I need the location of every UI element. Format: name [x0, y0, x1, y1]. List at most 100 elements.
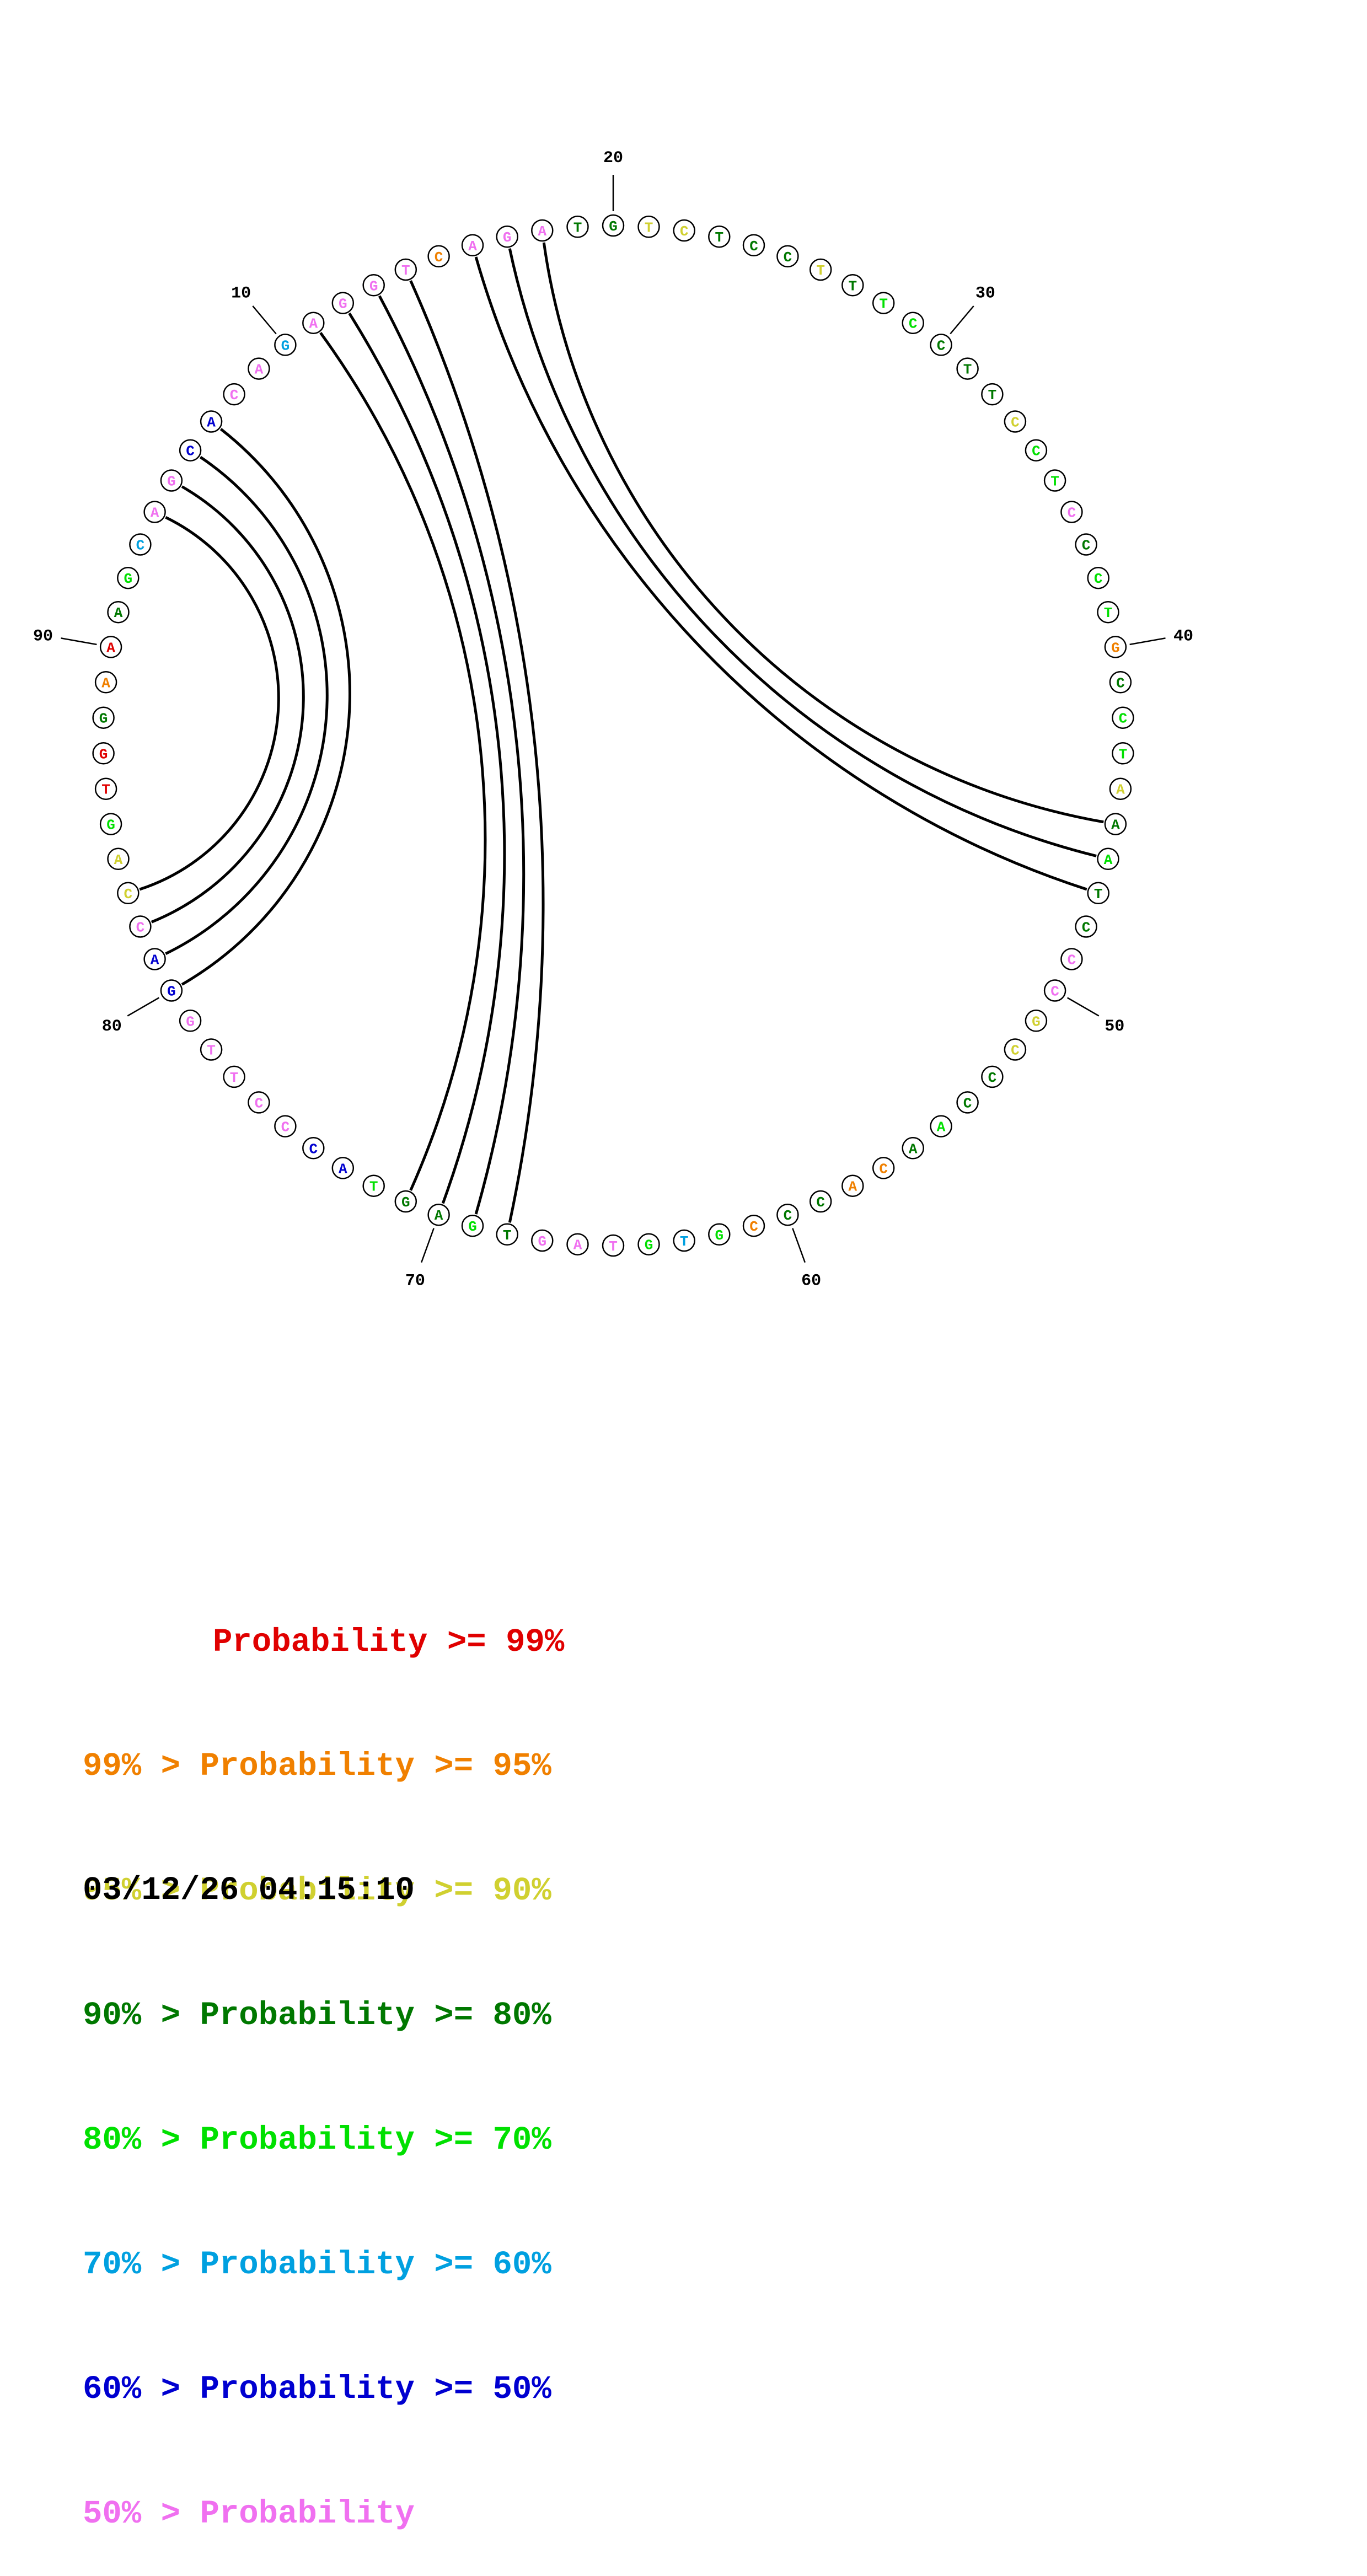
position-label: 70: [405, 1272, 425, 1291]
nucleotide-letter: T: [573, 219, 582, 236]
nucleotide: T: [200, 1038, 223, 1061]
nucleotide: T: [223, 1065, 245, 1088]
nucleotide: C: [427, 245, 450, 268]
nucleotide-circle: [1112, 742, 1134, 765]
nucleotide: T: [1087, 882, 1109, 905]
nucleotide-letter: C: [988, 1070, 997, 1086]
base-pair-arc: [474, 256, 1087, 891]
nucleotide-circle: [637, 216, 660, 238]
legend-row-text: Probability: [200, 2495, 415, 2532]
nucleotide-letter: A: [1104, 852, 1113, 868]
nucleotide-letter: T: [401, 262, 410, 279]
probability-legend: Probability >= 99% 99% > Probability >= …: [83, 1538, 564, 2576]
nucleotide: C: [1060, 501, 1083, 523]
nucleotide-circle: [248, 357, 270, 380]
nucleotide-letter: G: [339, 296, 347, 313]
nucleotide-letter: G: [503, 229, 512, 246]
nucleotide-letter: C: [309, 1141, 318, 1157]
nucleotide-letter: A: [538, 223, 546, 240]
nucleotide: C: [1075, 915, 1097, 938]
nucleotide: A: [302, 312, 325, 334]
nucleotide-letter: C: [1082, 920, 1091, 936]
nucleotide-circle: [99, 813, 122, 835]
nucleotide-letter: A: [207, 415, 216, 431]
nucleotide: G: [708, 1223, 731, 1246]
nucleotide-circle: [1060, 948, 1083, 970]
nucleotide-circle: [362, 1174, 385, 1197]
nucleotide: T: [841, 274, 864, 297]
nucleotide-circle: [902, 1137, 924, 1160]
nucleotide-circle: [981, 383, 1004, 406]
nucleotide-letter: T: [207, 1043, 216, 1059]
nucleotide: C: [1043, 979, 1066, 1002]
nucleotide: A: [461, 234, 484, 257]
nucleotide-letter: C: [680, 223, 689, 240]
nucleotide-circle: [274, 334, 297, 356]
nucleotide-letter: T: [1119, 746, 1128, 763]
nucleotide-circle: [1109, 777, 1132, 800]
nucleotide-letter: G: [124, 571, 132, 587]
nucleotide-circle: [809, 1190, 832, 1213]
nucleotide: C: [129, 533, 152, 556]
base-pair-arc: [181, 428, 351, 986]
nucleotide-circle: [708, 1223, 731, 1246]
nucleotide: C: [872, 1157, 895, 1179]
nucleotide: C: [274, 1115, 297, 1137]
nucleotide: A: [99, 636, 122, 658]
nucleotide-letter: G: [99, 746, 108, 763]
nucleotide: T: [362, 1174, 385, 1197]
nucleotide-letter: C: [281, 1119, 290, 1136]
nucleotide-letter: C: [1050, 984, 1059, 1000]
nucleotide-letter: G: [106, 817, 115, 834]
nucleotide-letter: C: [1068, 505, 1076, 522]
nucleotide: T: [1097, 600, 1119, 624]
legend-row: 95% > Probability >= 90%: [83, 1870, 564, 1912]
legend-row: 50% > Probability: [83, 2493, 564, 2535]
nucleotide-letter: A: [909, 1141, 918, 1157]
nucleotide-circle: [1097, 600, 1119, 624]
nucleotide-circle: [461, 234, 484, 257]
nucleotide: A: [107, 600, 130, 624]
nucleotide-circle: [160, 979, 183, 1002]
nucleotide: A: [331, 1157, 355, 1179]
position-label: 50: [1105, 1017, 1124, 1036]
nucleotide: T: [602, 1234, 625, 1257]
nucleotide-circle: [1025, 1010, 1048, 1032]
nucleotide-letter: C: [749, 1219, 758, 1235]
nucleotide-circle: [179, 1010, 202, 1032]
nucleotide-letter: C: [1094, 571, 1103, 587]
nucleotide: T: [673, 1229, 695, 1252]
nucleotide: A: [930, 1115, 952, 1137]
base-pair-arc: [348, 312, 506, 1204]
nucleotide: G: [637, 1233, 660, 1255]
legend-row-text: Probability >= 95%: [200, 1748, 551, 1785]
nucleotide-letter: A: [309, 316, 318, 332]
nucleotide: C: [223, 383, 245, 406]
nucleotide-circle: [902, 312, 924, 334]
nucleotide-circle: [566, 1233, 589, 1255]
nucleotide-letter: G: [281, 337, 290, 354]
nucleotide-circle: [1109, 671, 1132, 694]
nucleotide: C: [742, 1214, 765, 1237]
position-tick: [421, 1228, 435, 1263]
nucleotide-circle: [179, 439, 202, 461]
legend-row: 99% > Probability >= 95%: [83, 1746, 564, 1787]
nucleotide-letter: T: [848, 278, 857, 294]
nucleotide: T: [872, 292, 895, 314]
legend-row-prefix: 95% >: [83, 1872, 200, 1910]
nucleotide: A: [841, 1174, 864, 1197]
nucleotide-circle: [427, 1203, 450, 1226]
nucleotide: A: [1097, 847, 1119, 871]
nucleotide-letter: C: [1119, 711, 1128, 727]
nucleotide-letter: C: [784, 1208, 792, 1224]
nucleotide: G: [362, 274, 385, 297]
nucleotide: A: [427, 1203, 450, 1226]
nucleotide-letter: T: [609, 1238, 618, 1255]
base-pair-arc: [542, 242, 1104, 824]
nucleotide-letter: T: [715, 229, 723, 246]
nucleotide-circle: [708, 225, 731, 248]
nucleotide: C: [248, 1091, 270, 1114]
nucleotide-circle: [776, 245, 799, 268]
nucleotide-circle: [1104, 813, 1127, 835]
